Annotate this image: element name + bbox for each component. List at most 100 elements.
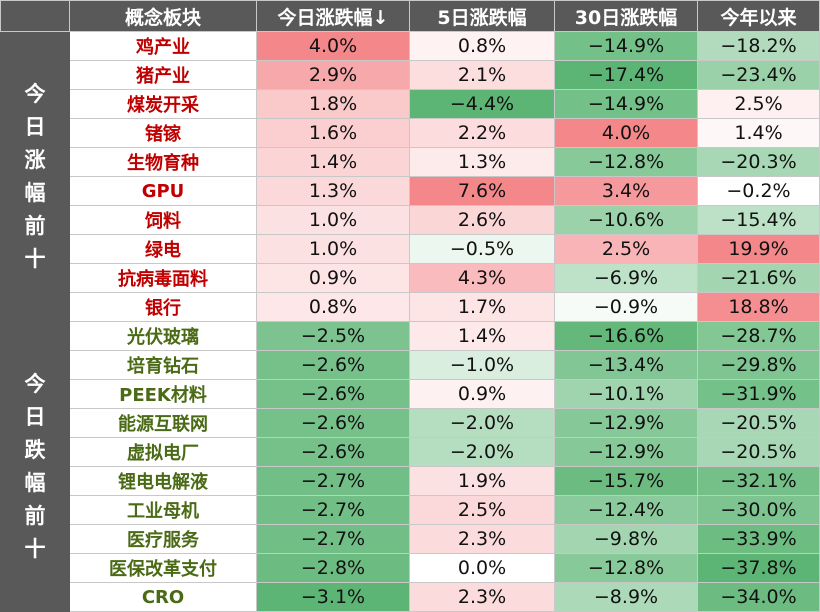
cell-5day-change: −2.0%: [409, 437, 555, 467]
cell-today-change: 1.0%: [256, 234, 410, 264]
cell-today-change: −2.8%: [256, 553, 410, 583]
group-label-char: 今: [24, 81, 46, 106]
sector-name[interactable]: 光伏玻璃: [69, 321, 257, 351]
cell-ytd-change: −29.8%: [697, 350, 820, 380]
cell-today-change: 1.6%: [256, 118, 410, 148]
sector-name[interactable]: 虚拟电厂: [69, 437, 257, 467]
group-label-char: 跌: [24, 437, 46, 462]
table-row[interactable]: 银行 0.8% 1.7% −0.9% 18.8%: [1, 292, 820, 322]
cell-30day-change: −15.7%: [554, 466, 698, 496]
sector-name[interactable]: 医保改革支付: [69, 553, 257, 583]
cell-ytd-change: −18.2%: [697, 31, 820, 61]
table-row[interactable]: 抗病毒面料 0.9% 4.3% −6.9% −21.6%: [1, 263, 820, 293]
cell-today-change: 0.8%: [256, 292, 410, 322]
cell-ytd-change: 18.8%: [697, 292, 820, 322]
cell-30day-change: −9.8%: [554, 524, 698, 554]
cell-today-change: 0.9%: [256, 263, 410, 293]
cell-30day-change: −6.9%: [554, 263, 698, 293]
header-today-change[interactable]: 今日涨跌幅↓: [256, 0, 410, 32]
table-row[interactable]: 绿电 1.0% −0.5% 2.5% 19.9%: [1, 234, 820, 264]
header-30day-change[interactable]: 30日涨跌幅: [554, 0, 698, 32]
table-row[interactable]: 饲料 1.0% 2.6% −10.6% −15.4%: [1, 205, 820, 235]
header-ytd-change[interactable]: 今年以来: [697, 0, 820, 32]
cell-ytd-change: 1.4%: [697, 118, 820, 148]
cell-ytd-change: −15.4%: [697, 205, 820, 235]
corner-header: [0, 0, 70, 32]
group-label-char: 前: [24, 213, 46, 238]
cell-5day-change: −4.4%: [409, 89, 555, 119]
sector-name[interactable]: 能源互联网: [69, 408, 257, 438]
group-label-char: 前: [24, 503, 46, 528]
cell-5day-change: 0.9%: [409, 379, 555, 409]
cell-30day-change: −14.9%: [554, 89, 698, 119]
group-label-top-gainers: 今日涨幅前十: [0, 31, 70, 322]
cell-5day-change: 2.1%: [409, 60, 555, 90]
cell-ytd-change: −20.3%: [697, 147, 820, 177]
header-5day-change[interactable]: 5日涨跌幅: [409, 0, 555, 32]
group-label-char: 十: [24, 246, 46, 271]
cell-30day-change: −16.6%: [554, 321, 698, 351]
sector-name[interactable]: 锗镓: [69, 118, 257, 148]
group-label-char: 今: [24, 371, 46, 396]
cell-30day-change: 3.4%: [554, 176, 698, 206]
header-sector[interactable]: 概念板块: [69, 0, 257, 32]
table-body: 今日涨幅前十鸡产业 4.0% 0.8% −14.9% −18.2% 猪产业 2.9% 2.1%…: [0, 31, 820, 612]
cell-30day-change: −12.9%: [554, 408, 698, 438]
sector-name[interactable]: 生物育种: [69, 147, 257, 177]
cell-ytd-change: −33.9%: [697, 524, 820, 554]
cell-ytd-change: −30.0%: [697, 495, 820, 525]
cell-ytd-change: −31.9%: [697, 379, 820, 409]
cell-ytd-change: 2.5%: [697, 89, 820, 119]
table-row[interactable]: 工业母机 −2.7% 2.5% −12.4% −30.0%: [1, 495, 820, 525]
group-label-char: 日: [24, 114, 46, 139]
table-row[interactable]: 能源互联网 −2.6% −2.0% −12.9% −20.5%: [1, 408, 820, 438]
sector-name[interactable]: 绿电: [69, 234, 257, 264]
cell-today-change: 4.0%: [256, 31, 410, 61]
table-row[interactable]: 煤炭开采 1.8% −4.4% −14.9% 2.5%: [1, 89, 820, 119]
table-row[interactable]: PEEK材料 −2.6% 0.9% −10.1% −31.9%: [1, 379, 820, 409]
table-row[interactable]: 培育钻石 −2.6% −1.0% −13.4% −29.8%: [1, 350, 820, 380]
cell-ytd-change: −34.0%: [697, 582, 820, 612]
cell-ytd-change: −23.4%: [697, 60, 820, 90]
sector-name[interactable]: PEEK材料: [69, 379, 257, 409]
table-row[interactable]: 今日涨幅前十鸡产业 4.0% 0.8% −14.9% −18.2%: [0, 31, 820, 322]
table-row[interactable]: 锂电电解液 −2.7% 1.9% −15.7% −32.1%: [1, 466, 820, 496]
cell-30day-change: −12.8%: [554, 553, 698, 583]
sector-name[interactable]: 鸡产业: [69, 31, 257, 61]
sector-name[interactable]: GPU: [69, 176, 257, 206]
cell-30day-change: −8.9%: [554, 582, 698, 612]
table-row[interactable]: 医保改革支付 −2.8% 0.0% −12.8% −37.8%: [1, 553, 820, 583]
cell-30day-change: 4.0%: [554, 118, 698, 148]
cell-5day-change: 0.8%: [409, 31, 555, 61]
cell-5day-change: 2.3%: [409, 582, 555, 612]
table-row[interactable]: 锗镓 1.6% 2.2% 4.0% 1.4%: [1, 118, 820, 148]
sector-name[interactable]: 医疗服务: [69, 524, 257, 554]
table-row[interactable]: 医疗服务 −2.7% 2.3% −9.8% −33.9%: [1, 524, 820, 554]
cell-today-change: 1.8%: [256, 89, 410, 119]
sector-name[interactable]: 抗病毒面料: [69, 263, 257, 293]
header-row: 概念板块 今日涨跌幅↓ 5日涨跌幅 30日涨跌幅 今年以来: [0, 0, 820, 32]
sector-name[interactable]: 锂电电解液: [69, 466, 257, 496]
sector-name[interactable]: 煤炭开采: [69, 89, 257, 119]
cell-5day-change: 1.9%: [409, 466, 555, 496]
table-row[interactable]: CRO −3.1% 2.3% −8.9% −34.0%: [1, 582, 820, 612]
table-row[interactable]: 虚拟电厂 −2.6% −2.0% −12.9% −20.5%: [1, 437, 820, 467]
sector-name[interactable]: CRO: [69, 582, 257, 612]
group-label-char: 幅: [24, 180, 46, 205]
table-row[interactable]: 今日跌幅前十光伏玻璃 −2.5% 1.4% −16.6% −28.7%: [0, 321, 820, 612]
table-row[interactable]: 猪产业 2.9% 2.1% −17.4% −23.4%: [1, 60, 820, 90]
sector-name[interactable]: 饲料: [69, 205, 257, 235]
sector-name[interactable]: 培育钻石: [69, 350, 257, 380]
sector-name[interactable]: 工业母机: [69, 495, 257, 525]
cell-5day-change: 7.6%: [409, 176, 555, 206]
cell-ytd-change: −32.1%: [697, 466, 820, 496]
table-row[interactable]: 生物育种 1.4% 1.3% −12.8% −20.3%: [1, 147, 820, 177]
cell-5day-change: −0.5%: [409, 234, 555, 264]
cell-30day-change: −0.9%: [554, 292, 698, 322]
sector-name[interactable]: 猪产业: [69, 60, 257, 90]
cell-today-change: 1.3%: [256, 176, 410, 206]
table-row[interactable]: GPU 1.3% 7.6% 3.4% −0.2%: [1, 176, 820, 206]
sector-name[interactable]: 银行: [69, 292, 257, 322]
